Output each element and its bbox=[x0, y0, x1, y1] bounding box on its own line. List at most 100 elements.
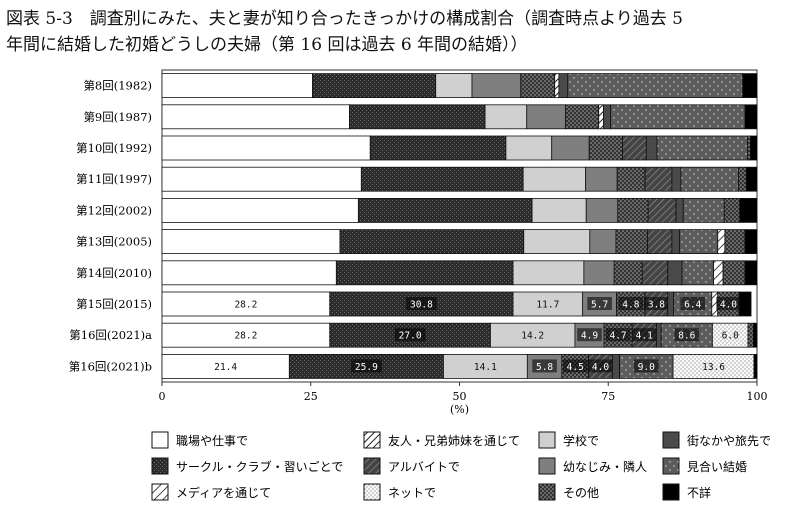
bar-segment bbox=[747, 322, 754, 348]
chart-title-line-1: 図表 5-3 調査別にみた、夫と妻が知り合ったきっかけの構成割合（調査時点より過… bbox=[6, 9, 683, 29]
bar-segment bbox=[484, 104, 528, 130]
legend-label: 学校で bbox=[563, 433, 599, 448]
data-label-backdrop bbox=[562, 359, 588, 373]
legend-swatch bbox=[662, 483, 680, 501]
bar-segment bbox=[744, 104, 758, 130]
bar-segment bbox=[671, 229, 681, 255]
bar-segment bbox=[753, 322, 758, 348]
bar-segment bbox=[443, 353, 528, 379]
bar-segment bbox=[713, 260, 724, 286]
legend-swatch bbox=[151, 483, 169, 501]
data-label: 4.1 bbox=[636, 331, 653, 342]
data-label: 9.0 bbox=[638, 362, 655, 373]
bar-segment bbox=[339, 229, 525, 255]
data-label: 4.5 bbox=[567, 362, 584, 373]
x-tick-label: 25 bbox=[304, 390, 318, 403]
bar-segment bbox=[744, 229, 758, 255]
bar-segment bbox=[742, 73, 758, 98]
bar-segment bbox=[360, 166, 524, 192]
data-label-backdrop bbox=[674, 328, 700, 342]
legend-swatch bbox=[151, 457, 169, 475]
bar-segment bbox=[647, 229, 673, 255]
category-label: 第16回(2021)a bbox=[69, 328, 152, 342]
chart-title: 図表 5-3 調査別にみた、夫と妻が知り合ったきっかけの構成割合（調査時点より過… bbox=[6, 6, 806, 58]
legend-label: サークル・クラブ・習いごとで bbox=[176, 459, 343, 474]
legend-swatch bbox=[538, 457, 556, 475]
data-label: 4.0 bbox=[592, 362, 609, 373]
bar-segment bbox=[526, 104, 566, 130]
x-axis-unit: (%) bbox=[450, 403, 469, 416]
data-label: 5.8 bbox=[536, 362, 553, 373]
bar-segment bbox=[641, 260, 669, 286]
legend-label: 街なかや旅先で bbox=[687, 434, 771, 448]
data-label: 27.0 bbox=[399, 331, 422, 342]
data-label-backdrop bbox=[618, 297, 644, 310]
data-label: 8.6 bbox=[678, 331, 695, 342]
data-label-backdrop bbox=[605, 328, 631, 342]
bar-segment bbox=[645, 135, 658, 161]
bar-segment bbox=[722, 260, 746, 286]
category-label: 第16回(2021)b bbox=[69, 359, 152, 373]
legend-label: 不詳 bbox=[687, 485, 711, 500]
data-label: 14.2 bbox=[521, 331, 544, 342]
bar-segment bbox=[612, 353, 620, 379]
bar-segment bbox=[161, 260, 337, 286]
bar-segment bbox=[610, 104, 746, 130]
bar-segment bbox=[667, 291, 675, 317]
category-label: 第13回(2005) bbox=[76, 235, 152, 249]
legend-swatch bbox=[363, 457, 381, 475]
bar-segment bbox=[745, 166, 758, 192]
bar-segment bbox=[717, 229, 726, 255]
bar-segment bbox=[161, 197, 359, 223]
data-label-backdrop bbox=[394, 328, 426, 342]
x-tick-label: 0 bbox=[159, 390, 166, 403]
bar-segment bbox=[681, 260, 714, 286]
bar-segment bbox=[589, 229, 617, 255]
bar-segment bbox=[675, 197, 684, 223]
data-label-backdrop bbox=[644, 297, 669, 310]
bar-segment bbox=[680, 166, 739, 192]
data-label: 5.7 bbox=[591, 300, 608, 311]
bar-segment bbox=[753, 353, 758, 379]
data-label-backdrop bbox=[577, 328, 602, 342]
bar-segment bbox=[738, 166, 747, 192]
legend-swatch bbox=[662, 457, 680, 475]
bar-segment bbox=[531, 197, 587, 223]
category-label: 第14回(2010) bbox=[76, 266, 152, 280]
data-label-backdrop bbox=[350, 359, 382, 373]
data-label: 6.4 bbox=[684, 300, 701, 311]
bar-segment bbox=[551, 135, 590, 161]
legend-swatch bbox=[538, 483, 556, 501]
data-label-backdrop bbox=[634, 359, 659, 373]
bar-segment bbox=[369, 135, 507, 161]
bar-segment bbox=[724, 229, 746, 255]
data-label: 30.8 bbox=[410, 300, 433, 311]
bar-segment bbox=[357, 197, 533, 223]
x-tick-label: 75 bbox=[601, 390, 615, 403]
data-label-backdrop bbox=[588, 359, 613, 373]
chart-title-line-2: 年間に結婚した初婚どうしの夫婦（第 16 回は過去 6 年間の結婚）） bbox=[6, 35, 528, 55]
data-label: 3.8 bbox=[648, 300, 665, 311]
legend-swatch bbox=[363, 483, 381, 501]
bar-segment bbox=[335, 260, 514, 286]
bar-segment bbox=[667, 260, 683, 286]
legend-label: 見合い結婚 bbox=[687, 459, 747, 474]
bar-segment bbox=[644, 166, 673, 192]
bar-segment bbox=[656, 135, 748, 161]
bar-segment bbox=[161, 166, 362, 192]
bar-segment bbox=[679, 229, 719, 255]
legend-label: 幼なじみ・隣人 bbox=[563, 459, 647, 474]
bar-segment bbox=[567, 73, 744, 98]
bar-segment bbox=[616, 166, 646, 192]
data-label: 4.9 bbox=[581, 331, 598, 342]
bar-segment bbox=[505, 135, 553, 161]
bar-segment bbox=[747, 135, 751, 161]
data-label: 14.1 bbox=[474, 362, 497, 373]
data-label: 28.2 bbox=[234, 300, 257, 311]
bar-segment bbox=[656, 322, 662, 348]
bar-segment bbox=[744, 260, 758, 286]
legend-swatch bbox=[151, 431, 169, 449]
legend-swatch bbox=[363, 431, 381, 449]
bar-segment bbox=[615, 229, 648, 255]
bar-segment bbox=[613, 260, 643, 286]
